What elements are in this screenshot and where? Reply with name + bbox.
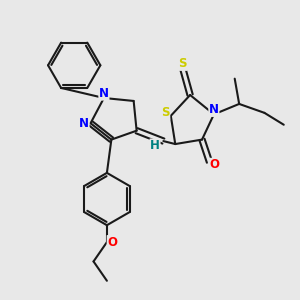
Text: N: N: [99, 87, 109, 100]
Text: N: N: [79, 117, 89, 130]
Text: O: O: [107, 236, 117, 249]
Text: N: N: [209, 103, 219, 116]
Text: S: S: [178, 57, 187, 70]
Text: O: O: [209, 158, 219, 171]
Text: S: S: [161, 106, 170, 119]
Text: H: H: [150, 139, 160, 152]
